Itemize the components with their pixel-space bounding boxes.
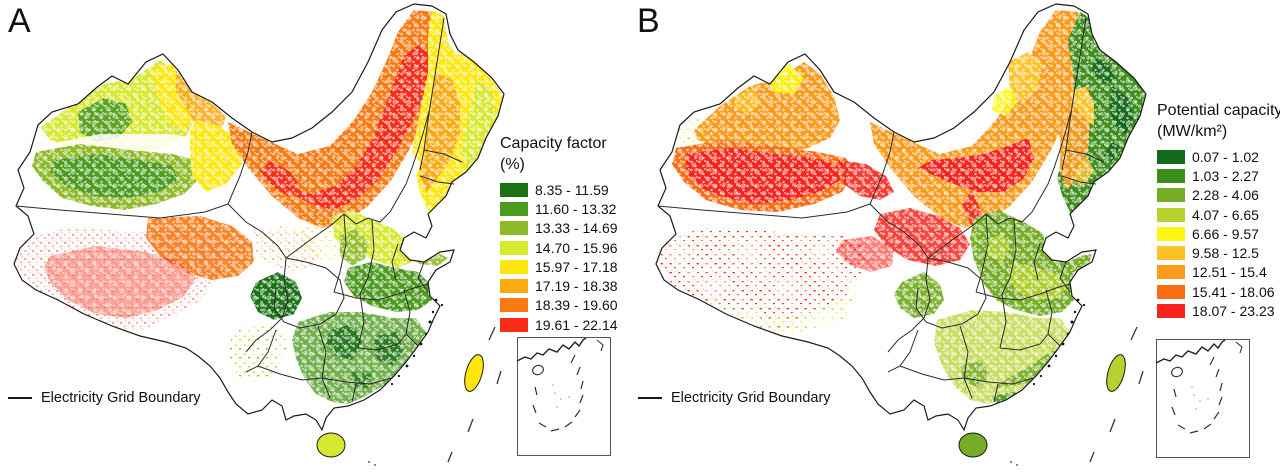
legend-range: 14.70 - 15.96	[535, 239, 618, 256]
legend-item: 19.61 - 22.14	[500, 315, 618, 334]
hainan-island	[316, 432, 346, 458]
legend-swatch	[1157, 284, 1185, 299]
boundary-line-sample	[638, 397, 662, 399]
legend-item: 8.35 - 11.59	[500, 180, 618, 199]
legend-range: 4.07 - 6.65	[1192, 206, 1259, 223]
legend-item: 13.33 - 14.69	[500, 219, 618, 238]
legend-swatch	[1157, 168, 1185, 183]
legend-item: 6.66 - 9.57	[1157, 224, 1280, 243]
boundary-line-sample	[8, 397, 32, 399]
panel-a-label: A	[8, 2, 31, 40]
hainan-island	[958, 432, 988, 458]
legend-item: 12.51 - 15.4	[1157, 263, 1280, 282]
legend-range: 12.51 - 15.4	[1192, 264, 1267, 281]
legend-range: 8.35 - 11.59	[535, 181, 609, 198]
legend-range: 0.07 - 1.02	[1192, 148, 1259, 165]
legend-items: 0.07 - 1.02 1.03 - 2.27 2.28 - 4.06 4.07…	[1157, 147, 1280, 321]
legend-range: 17.19 - 18.38	[535, 278, 618, 295]
legend-swatch	[1157, 207, 1185, 222]
legend-swatch	[1157, 188, 1185, 203]
legend-swatch	[500, 279, 528, 294]
legend-capacity-factor: Capacity factor (%) 8.35 - 11.59 11.60 -…	[500, 133, 618, 334]
legend-swatch	[1157, 149, 1185, 164]
boundary-label: Electricity Grid Boundary	[41, 390, 201, 406]
map-china-capacity-factor	[13, 3, 612, 467]
legend-range: 19.61 - 22.14	[535, 316, 618, 333]
legend-swatch	[500, 221, 528, 236]
legend-title-line1: Capacity factor	[500, 135, 607, 152]
legend-potential-capacity: Potential capacity (MW/km²) 0.07 - 1.02 …	[1157, 100, 1280, 321]
legend-swatch	[1157, 265, 1185, 280]
legend-range: 18.39 - 19.60	[535, 297, 618, 314]
legend-swatch	[500, 317, 528, 332]
legend-swatch	[1157, 226, 1185, 241]
legend-item: 15.41 - 18.06	[1157, 282, 1280, 301]
legend-item: 15.97 - 17.18	[500, 257, 618, 276]
legend-item: 11.60 - 13.32	[500, 199, 618, 218]
taiwan-island	[460, 352, 488, 394]
legend-range: 15.97 - 17.18	[535, 258, 618, 275]
south-china-sea-inset	[516, 336, 612, 457]
legend-swatch	[500, 201, 528, 216]
legend-item: 14.70 - 15.96	[500, 238, 618, 257]
legend-item: 18.39 - 19.60	[500, 296, 618, 315]
legend-item: 0.07 - 1.02	[1157, 147, 1280, 166]
legend-range: 1.03 - 2.27	[1192, 167, 1259, 184]
legend-item: 9.58 - 12.5	[1157, 243, 1280, 262]
legend-swatch	[1157, 304, 1185, 319]
legend-swatch	[500, 240, 528, 255]
legend-title-line1: Potential capacity	[1157, 102, 1280, 119]
legend-title-line2: (%)	[500, 156, 525, 173]
legend-title-line2: (MW/km²)	[1157, 123, 1228, 140]
legend-item: 2.28 - 4.06	[1157, 186, 1280, 205]
legend-range: 6.66 - 9.57	[1192, 225, 1259, 242]
legend-item: 4.07 - 6.65	[1157, 205, 1280, 224]
boundary-label: Electricity Grid Boundary	[671, 390, 831, 406]
map-china-potential-capacity	[655, 3, 1251, 467]
legend-swatch	[500, 259, 528, 274]
legend-range: 2.28 - 4.06	[1192, 187, 1259, 204]
legend-range: 18.07 - 23.23	[1192, 303, 1275, 320]
taiwan-island	[1102, 352, 1130, 394]
legend-item: 18.07 - 23.23	[1157, 301, 1280, 320]
legend-swatch	[1157, 246, 1185, 261]
legend-range: 11.60 - 13.32	[535, 200, 617, 217]
legend-item: 17.19 - 18.38	[500, 276, 618, 295]
legend-items: 8.35 - 11.59 11.60 - 13.32 13.33 - 14.69…	[500, 180, 618, 334]
legend-swatch	[500, 182, 528, 197]
south-china-sea-inset	[1155, 338, 1251, 459]
grid-boundary-key-b: Electricity Grid Boundary	[638, 390, 831, 406]
grid-boundary-key-a: Electricity Grid Boundary	[8, 390, 201, 406]
legend-range: 9.58 - 12.5	[1192, 245, 1259, 262]
legend-range: 15.41 - 18.06	[1192, 283, 1275, 300]
legend-range: 13.33 - 14.69	[535, 220, 618, 237]
legend-item: 1.03 - 2.27	[1157, 166, 1280, 185]
panel-b-label: B	[637, 2, 660, 40]
legend-swatch	[500, 298, 528, 313]
